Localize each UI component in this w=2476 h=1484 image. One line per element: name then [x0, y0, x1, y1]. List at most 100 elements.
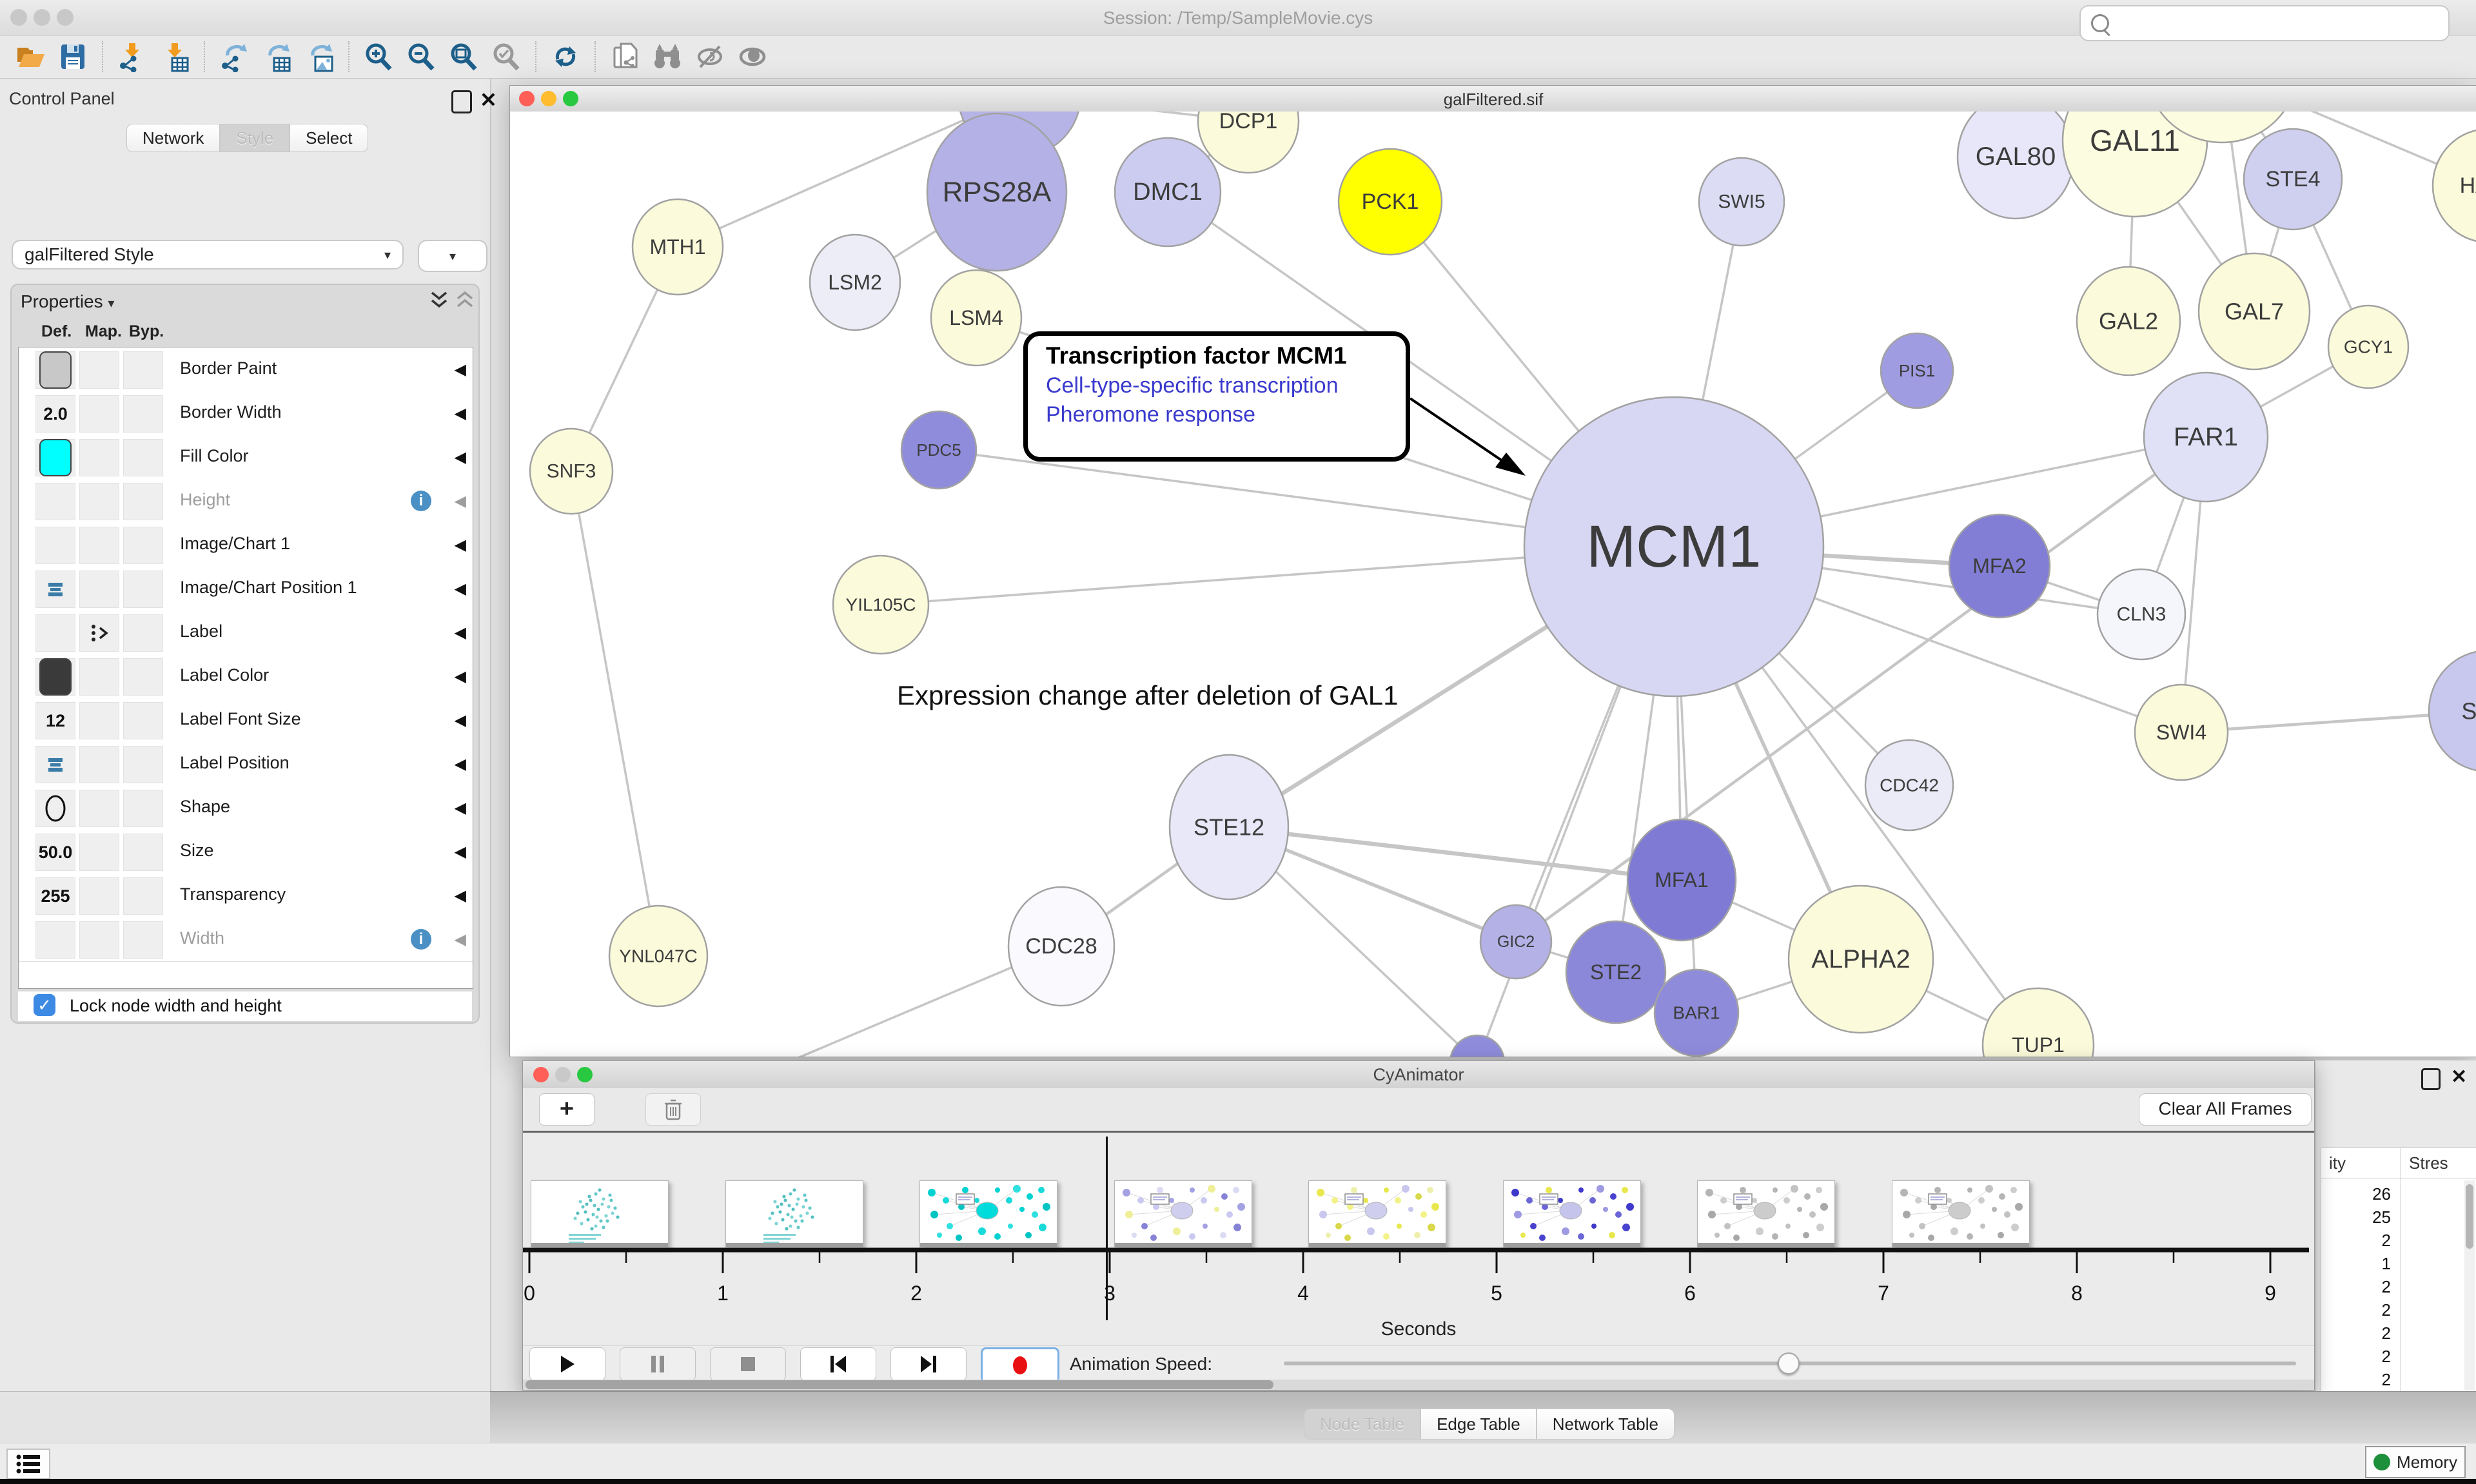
default-cell[interactable]: 255 — [35, 877, 75, 915]
table-cell[interactable]: 1 — [2381, 1254, 2391, 1273]
table-cell[interactable]: 26 — [2372, 1184, 2391, 1204]
property-row-transparency[interactable]: 255 Transparency ◀ — [19, 874, 473, 918]
network-node-gal7[interactable] — [2197, 252, 2311, 371]
mapping-cell[interactable] — [79, 658, 119, 696]
property-row-height[interactable]: Height i ◀ — [19, 479, 473, 523]
mapping-cell[interactable] — [79, 746, 119, 783]
network-node-ste12[interactable] — [1168, 754, 1290, 901]
stop-button[interactable] — [710, 1347, 786, 1381]
property-row-label[interactable]: Label ◀ — [19, 610, 473, 655]
property-row-border-paint[interactable]: Border Paint ◀ — [19, 347, 473, 392]
frame-thumbnail-4[interactable] — [1308, 1180, 1446, 1247]
show-all-button[interactable] — [734, 39, 771, 75]
tab-select[interactable]: Select — [290, 124, 369, 152]
frame-thumbnail-1[interactable] — [725, 1180, 863, 1247]
bypass-cell[interactable] — [123, 439, 163, 476]
property-row-size[interactable]: 50.0 Size ◀ — [19, 830, 473, 874]
network-node-bar1[interactable] — [1653, 968, 1740, 1057]
column-divider[interactable] — [2400, 1148, 2401, 1392]
expand-row-icon[interactable]: ◀ — [454, 887, 466, 904]
table-column-header[interactable]: Stres — [2409, 1153, 2448, 1173]
frame-thumbnail-7[interactable] — [1891, 1180, 2030, 1247]
network-node-dcp1[interactable] — [1197, 112, 1300, 174]
close-window-button[interactable] — [10, 9, 27, 26]
style-dropdown[interactable]: galFiltered Style ▾ — [12, 240, 404, 269]
export-network-button[interactable] — [215, 39, 253, 75]
annotation-link[interactable]: Pheromone response — [1046, 402, 1256, 427]
close-window-button[interactable] — [519, 91, 535, 106]
bypass-cell[interactable] — [123, 614, 163, 652]
search-input[interactable] — [2114, 12, 2448, 34]
network-edge[interactable] — [677, 112, 1019, 248]
default-cell[interactable] — [35, 483, 75, 520]
tab-network-table[interactable]: Network Table — [1536, 1409, 1675, 1440]
properties-header[interactable]: Properties ▾ — [21, 291, 115, 311]
mapping-cell[interactable] — [79, 439, 119, 476]
property-row-image-chart-position-1[interactable]: Image/Chart Position 1 ◀ — [19, 567, 473, 611]
table-cell[interactable]: 2 — [2381, 1323, 2391, 1343]
network-node-pck1[interactable] — [1337, 148, 1443, 256]
network-node-ste2[interactable] — [1565, 920, 1667, 1024]
frame-thumbnail-6[interactable] — [1697, 1180, 1835, 1247]
expand-row-icon[interactable]: ◀ — [454, 624, 466, 641]
network-node-yil105c[interactable] — [832, 554, 930, 655]
expand-row-icon[interactable]: ◀ — [454, 712, 466, 729]
default-cell[interactable] — [35, 921, 75, 959]
property-row-image-chart-1[interactable]: Image/Chart 1 ◀ — [19, 523, 473, 567]
expand-all-icon[interactable] — [429, 290, 449, 312]
tab-style[interactable]: Style — [220, 124, 290, 152]
expand-row-icon[interactable]: ◀ — [454, 361, 466, 378]
mapping-cell[interactable] — [79, 702, 119, 739]
save-session-button[interactable] — [54, 39, 92, 75]
sync-arrows-button[interactable] — [547, 39, 584, 75]
export-table-button[interactable] — [258, 39, 295, 75]
property-row-border-width[interactable]: 2.0 Border Width ◀ — [19, 391, 473, 436]
zoom-out-button[interactable] — [402, 39, 440, 75]
export-image-button[interactable] — [300, 39, 338, 75]
property-row-label-position[interactable]: Label Position ◀ — [19, 742, 473, 786]
network-node-mth1[interactable] — [631, 198, 724, 296]
tab-network[interactable]: Network — [126, 124, 221, 152]
info-icon[interactable]: i — [411, 929, 431, 950]
network-node-hap2[interactable] — [2432, 129, 2476, 242]
search-field[interactable] — [2079, 5, 2450, 41]
add-frame-button[interactable]: + — [539, 1093, 594, 1126]
mapping-cell[interactable] — [79, 351, 119, 389]
table-cell[interactable]: 2 — [2381, 1300, 2391, 1320]
network-node-cdc28[interactable] — [1007, 886, 1115, 1007]
network-node-gal2[interactable] — [2076, 266, 2181, 376]
minimize-window-button[interactable] — [34, 9, 50, 26]
zoom-selected-button[interactable] — [487, 39, 525, 75]
table-column-header[interactable]: ity — [2329, 1153, 2346, 1173]
network-node-ynl047c[interactable] — [608, 904, 709, 1008]
network-node-far1[interactable] — [2143, 371, 2269, 503]
play-button[interactable] — [529, 1347, 605, 1381]
network-node-alpha2[interactable] — [1787, 884, 1934, 1034]
skip-to-start-button[interactable] — [800, 1347, 876, 1381]
annotation-link[interactable]: Cell-type-specific transcription — [1046, 373, 1339, 398]
default-cell[interactable] — [35, 658, 75, 696]
mapping-cell[interactable] — [79, 395, 119, 433]
zoom-window-button[interactable] — [57, 9, 74, 26]
bypass-cell[interactable] — [123, 702, 163, 739]
bypass-cell[interactable] — [123, 834, 163, 871]
bypass-cell[interactable] — [123, 527, 163, 564]
mapping-cell[interactable] — [79, 790, 119, 827]
default-cell[interactable]: 12 — [35, 702, 75, 739]
float-panel-icon[interactable] — [2421, 1068, 2441, 1090]
default-cell[interactable] — [35, 614, 75, 652]
network-node-pis1[interactable] — [1880, 332, 1954, 409]
network-node-snf3[interactable] — [529, 427, 614, 515]
mapping-cell[interactable] — [79, 877, 119, 915]
default-cell[interactable] — [35, 571, 75, 608]
close-panel-icon[interactable]: ✕ — [480, 88, 497, 112]
network-node-gcy1[interactable] — [2327, 304, 2410, 389]
table-cell[interactable]: 2 — [2381, 1231, 2391, 1250]
property-row-width[interactable]: Width i ◀ — [19, 917, 473, 962]
timeline-ruler[interactable]: 0 1 2 3 4 5 6 7 8 9 — [523, 1247, 2314, 1318]
network-edge[interactable] — [570, 471, 660, 957]
network-node-lsm2[interactable] — [809, 233, 901, 331]
table-cell[interactable]: 2 — [2381, 1347, 2391, 1366]
delete-frame-button[interactable] — [645, 1093, 701, 1126]
network-node-swi4[interactable] — [2134, 683, 2229, 781]
